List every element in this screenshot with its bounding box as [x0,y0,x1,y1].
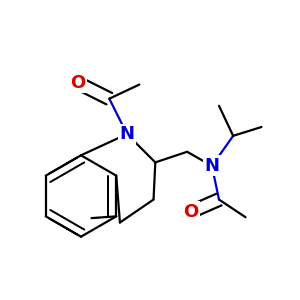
Text: O: O [70,74,85,92]
Text: N: N [204,157,219,175]
Text: O: O [183,203,198,221]
Text: N: N [119,125,134,143]
